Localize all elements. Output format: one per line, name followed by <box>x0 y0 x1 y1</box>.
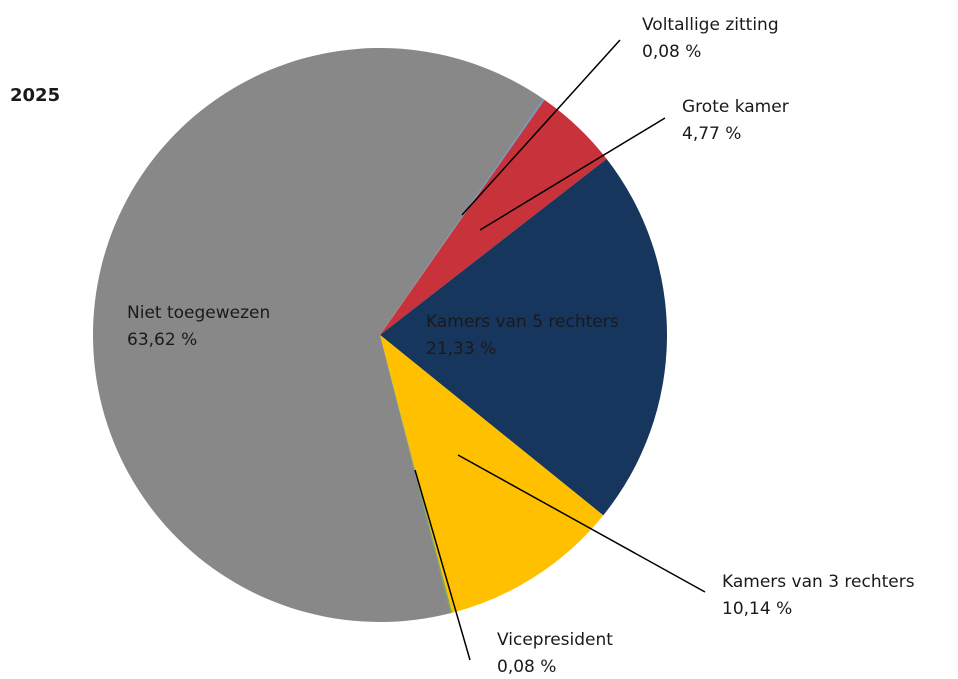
pie-slice <box>380 99 545 335</box>
slice-label: Grote kamer <box>682 97 789 117</box>
slice-label: Voltallige zitting <box>642 15 779 35</box>
leader-line <box>414 469 471 661</box>
slice-value-label: 0,08 % <box>497 657 556 677</box>
chart-title: 2025 <box>10 85 60 106</box>
leader-line <box>457 454 706 593</box>
slice-label: Niet toegewezen <box>127 303 270 323</box>
slice-value-label: 21,33 % <box>426 339 496 359</box>
slice-value-label: 10,14 % <box>722 599 792 619</box>
pie-slice <box>380 99 607 335</box>
slice-value-label: 63,62 % <box>127 330 197 350</box>
slice-label: Kamers van 3 rechters <box>722 572 915 592</box>
slice-label: Kamers van 5 rechters <box>426 312 619 332</box>
slice-label: Vicepresident <box>497 630 613 650</box>
slice-value-label: 4,77 % <box>682 124 741 144</box>
leader-line <box>479 117 666 231</box>
leader-line <box>461 39 621 216</box>
pie-slice <box>380 158 668 516</box>
slice-value-label: 0,08 % <box>642 42 701 62</box>
pie-slice <box>93 47 544 623</box>
